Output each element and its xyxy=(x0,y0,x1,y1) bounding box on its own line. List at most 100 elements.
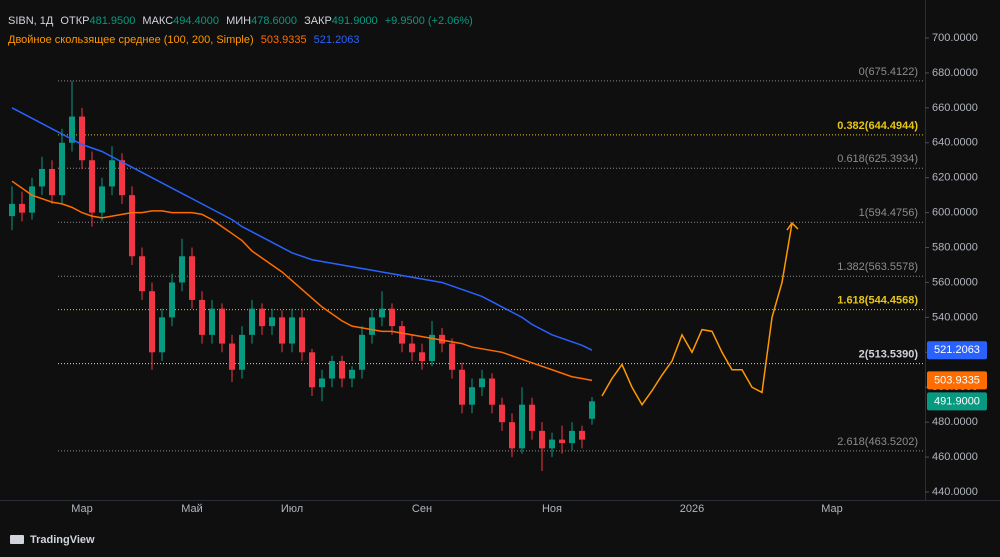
candle-body xyxy=(449,343,455,370)
candle-body xyxy=(129,195,135,257)
projection-arrowhead xyxy=(786,221,799,231)
candle-body xyxy=(469,387,475,405)
close-value: 491.9000 xyxy=(332,15,378,27)
y-tick-label: 600.0000 xyxy=(932,207,978,219)
candle-body xyxy=(349,369,355,379)
candle-body xyxy=(479,378,485,388)
high-label: МАКС xyxy=(142,15,173,27)
candle-body xyxy=(319,378,325,388)
candle-body xyxy=(199,299,205,335)
candle-body xyxy=(79,116,85,161)
candle-body xyxy=(589,401,595,419)
candle-body xyxy=(219,308,225,344)
candle-body xyxy=(379,308,385,318)
moving-average xyxy=(11,180,593,382)
fib-label: 0.382(644.4944) xyxy=(837,120,918,132)
fib-label: 2.618(463.5202) xyxy=(837,436,918,448)
x-tick-label: Ноя xyxy=(542,503,562,515)
legend-line: SIBN, 1Д ОТКР481.9500 МАКС494.4000 МИН47… xyxy=(8,15,473,27)
candle-body xyxy=(409,343,415,353)
x-tick-label: Май xyxy=(181,503,203,515)
candle-body xyxy=(179,256,185,283)
candle-body xyxy=(109,160,115,187)
ma-fast-value: 503.9335 xyxy=(261,34,307,46)
fib-label: 0(675.4122) xyxy=(859,66,918,78)
candle-body xyxy=(9,203,15,217)
y-tick-label: 440.0000 xyxy=(932,486,978,498)
candle-body xyxy=(399,326,405,344)
low-label: МИН xyxy=(226,15,251,27)
y-tick-label: 540.0000 xyxy=(932,311,978,323)
close-label: ЗАКР xyxy=(304,15,332,27)
moving-average xyxy=(11,107,593,351)
fib-label: 0.618(625.3934) xyxy=(837,153,918,165)
candle-body xyxy=(49,168,55,196)
change: +9.9500 (+2.06%) xyxy=(385,15,473,27)
price-badge xyxy=(927,341,987,360)
candle-body xyxy=(139,256,145,292)
indicator-line: Двойное скользящее среднее (100, 200, Si… xyxy=(8,34,360,46)
candle-body xyxy=(459,369,465,405)
projection-line xyxy=(601,222,793,407)
fib-label: 1.382(563.5578) xyxy=(837,261,918,273)
candle-body xyxy=(269,317,275,327)
candle-body xyxy=(369,317,375,335)
candle-body xyxy=(39,168,45,187)
candle-body xyxy=(329,361,335,379)
y-tick-label: 560.0000 xyxy=(932,276,978,288)
y-tick-label: 660.0000 xyxy=(932,102,978,114)
candle-body xyxy=(579,430,585,440)
candle-body xyxy=(389,308,395,327)
y-tick-label: 620.0000 xyxy=(932,172,978,184)
price-badge xyxy=(927,371,987,390)
open-value: 481.9500 xyxy=(89,15,135,27)
y-tick-label: 580.0000 xyxy=(932,241,978,253)
candle-body xyxy=(529,404,535,431)
candle-body xyxy=(569,430,575,444)
low-value: 478.6000 xyxy=(251,15,297,27)
ma-slow-value: 521.2063 xyxy=(314,34,360,46)
candle-body xyxy=(119,160,125,196)
candle-body xyxy=(339,361,345,379)
x-tick-label: Июл xyxy=(281,503,303,515)
fib-label: 2(513.5390) xyxy=(859,348,919,360)
x-tick-label: Сен xyxy=(412,503,432,515)
fib-label: 1(594.4756) xyxy=(859,207,918,219)
logo-icon xyxy=(10,535,24,544)
price-badge-label: 521.2063 xyxy=(934,344,980,356)
candle-body xyxy=(439,334,445,344)
y-tick-label: 480.0000 xyxy=(932,416,978,428)
x-tick-label: 2026 xyxy=(680,503,704,515)
candle-body xyxy=(519,404,525,449)
high-value: 494.4000 xyxy=(173,15,219,27)
candle-body xyxy=(309,352,315,388)
candle-body xyxy=(239,334,245,370)
candle-body xyxy=(359,334,365,370)
logo[interactable]: TradingView xyxy=(10,534,95,546)
x-tick-label: Мар xyxy=(71,503,93,515)
y-tick-label: 700.0000 xyxy=(932,32,978,44)
y-tick-label: 460.0000 xyxy=(932,451,978,463)
brand: TradingView xyxy=(30,534,95,546)
candle-body xyxy=(169,282,175,318)
candle-body xyxy=(89,160,95,213)
candle-body xyxy=(429,334,435,362)
candle-body xyxy=(299,317,305,353)
candle-body xyxy=(499,404,505,423)
candle-body xyxy=(149,291,155,353)
y-tick-label: 680.0000 xyxy=(932,67,978,79)
candle-body xyxy=(29,186,35,213)
symbol: SIBN, 1Д xyxy=(8,15,54,27)
candle-body xyxy=(69,116,75,143)
candle-body xyxy=(559,439,565,444)
candle-body xyxy=(59,142,65,196)
price-badge-label: 491.9000 xyxy=(934,395,980,407)
candle-body xyxy=(209,308,215,335)
candle-body xyxy=(279,317,285,344)
candle-body xyxy=(489,378,495,405)
candle-body xyxy=(159,317,165,353)
candle-body xyxy=(549,439,555,449)
